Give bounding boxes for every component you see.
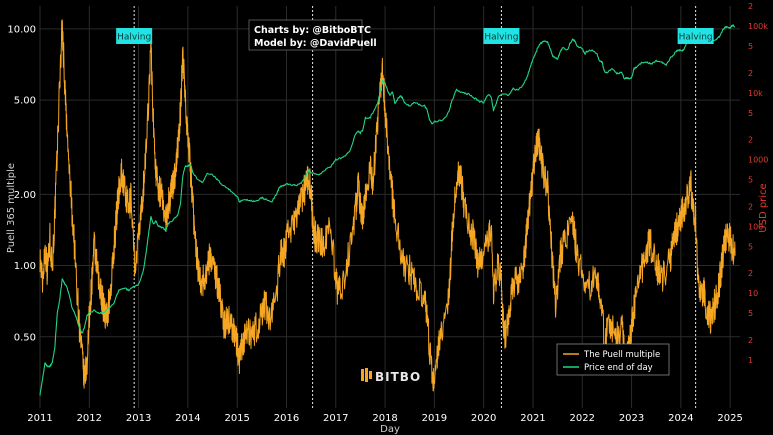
left-axis-ticks: 0.50 1.00 2.00 5.00 10.00 xyxy=(7,24,36,343)
credits-line-2: Model by: @DavidPuell xyxy=(254,38,377,49)
x-tick-label: 2018 xyxy=(372,413,397,424)
y-tick-label: 5.00 xyxy=(14,96,36,107)
credits-line-1: Charts by: @BitboBTC xyxy=(254,25,371,36)
grid-lines xyxy=(39,6,740,408)
y2-tick-label: 5 xyxy=(748,109,753,118)
y2-tick-label: 5 xyxy=(748,242,753,251)
y2-tick-label: 2 xyxy=(748,202,753,211)
x-tick-label: 2014 xyxy=(175,413,200,424)
legend-label-puell: The Puell multiple xyxy=(583,350,660,360)
x-tick-label: 2013 xyxy=(126,413,151,424)
halving-label-box xyxy=(677,28,714,44)
bitbo-logo: BITBO xyxy=(361,368,421,384)
halving-label-box xyxy=(116,28,153,44)
y-axis-title: Puell 365 multiple xyxy=(6,163,17,253)
credits-box: Charts by: @BitboBTC Model by: @DavidPue… xyxy=(248,19,377,51)
halving-label-box xyxy=(483,28,520,44)
halving-label: Halving xyxy=(483,28,520,44)
x-axis-title: Day xyxy=(380,424,400,435)
y2-tick-label: 10k xyxy=(748,89,763,98)
y2-tick-label: 10 xyxy=(748,289,758,298)
x-axis-ticks: 2011 2012 2013 2014 2015 2016 2017 2018 2019 2020… xyxy=(27,413,743,424)
y-tick-label: 0.50 xyxy=(14,332,36,343)
y-tick-label: 1.00 xyxy=(14,261,36,272)
y2-tick-label: 2 xyxy=(748,336,753,345)
y2-tick-label: 2 xyxy=(748,269,753,278)
x-tick-label: 2021 xyxy=(520,413,545,424)
halving-label: Halving xyxy=(677,28,714,44)
halving-label-text: Halving xyxy=(679,33,713,43)
x-tick-label: 2011 xyxy=(27,413,52,424)
y2-tick-label: 2 xyxy=(748,136,753,145)
y2-tick-label: 5 xyxy=(748,176,753,185)
right-axis-ticks: 1 2 5 10 2 5 100 2 5 1000 2 5 10k 2 5 100k 2 xyxy=(748,2,768,365)
legend-background xyxy=(556,343,670,376)
y2-tick-label: 100 xyxy=(748,222,763,231)
halving-label-text: Halving xyxy=(117,33,151,43)
y2-tick-label: 5 xyxy=(748,309,753,318)
x-tick-label: 2017 xyxy=(323,413,348,424)
bitbo-logo-text: BITBO xyxy=(375,370,421,384)
y2-tick-label: 1000 xyxy=(748,156,768,165)
halving-label-text: Halving xyxy=(484,33,518,43)
x-tick-label: 2022 xyxy=(570,413,595,424)
y2-tick-label: 2 xyxy=(748,69,753,78)
x-tick-label: 2020 xyxy=(471,413,496,424)
legend: The Puell multiple Price end of day xyxy=(556,343,670,376)
legend-label-price: Price end of day xyxy=(584,363,653,373)
price-line xyxy=(39,24,736,396)
y-tick-label: 2.00 xyxy=(14,190,36,201)
y2-tick-label: 5 xyxy=(748,42,753,51)
credits-background xyxy=(248,19,363,51)
y-tick-label: 10.00 xyxy=(7,24,36,35)
halving-label: Halving xyxy=(116,28,153,44)
x-tick-label: 2016 xyxy=(274,413,299,424)
x-tick-label: 2025 xyxy=(717,413,742,424)
y2-tick-label: 1 xyxy=(748,356,753,365)
x-tick-label: 2023 xyxy=(619,413,644,424)
y2-axis-title: USD price xyxy=(758,183,769,232)
x-tick-label: 2019 xyxy=(422,413,447,424)
bitbo-logo-icon xyxy=(361,368,372,382)
x-tick-label: 2024 xyxy=(668,413,693,424)
x-tick-label: 2012 xyxy=(77,413,102,424)
y2-tick-label: 2 xyxy=(748,2,753,11)
x-tick-label: 2015 xyxy=(224,413,249,424)
y2-tick-label: 100k xyxy=(748,22,768,31)
